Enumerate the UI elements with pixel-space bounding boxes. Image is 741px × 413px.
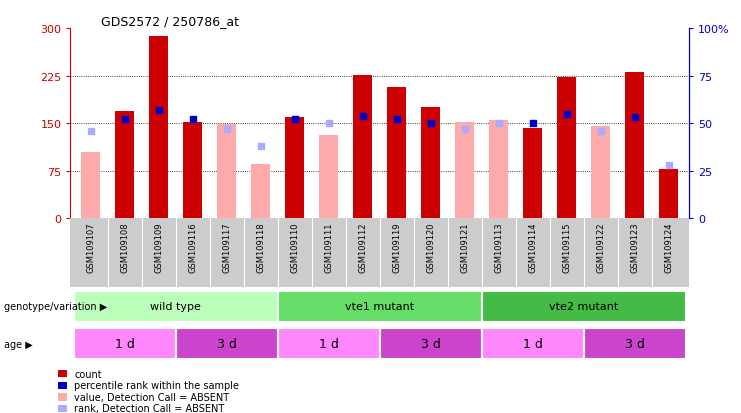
- Bar: [278, 291, 482, 323]
- Bar: [82, 152, 100, 219]
- Bar: [184, 123, 202, 219]
- Text: GSM109113: GSM109113: [494, 222, 503, 273]
- Text: vte1 mutant: vte1 mutant: [345, 301, 414, 312]
- Bar: [557, 78, 576, 219]
- Bar: [482, 291, 685, 323]
- Point: [391, 117, 402, 123]
- Text: value, Detection Call = ABSENT: value, Detection Call = ABSENT: [74, 392, 229, 402]
- Bar: [74, 291, 278, 323]
- Point: [662, 162, 674, 169]
- Bar: [176, 328, 278, 360]
- Text: GSM109119: GSM109119: [392, 222, 402, 273]
- Text: GSM109120: GSM109120: [426, 222, 435, 273]
- Text: GSM109118: GSM109118: [256, 222, 265, 273]
- Text: GSM109116: GSM109116: [188, 222, 197, 273]
- Text: GSM109109: GSM109109: [154, 222, 163, 273]
- Text: GDS2572 / 250786_at: GDS2572 / 250786_at: [102, 15, 239, 28]
- Text: 1 d: 1 d: [523, 337, 542, 350]
- Point: [357, 113, 369, 120]
- Text: rank, Detection Call = ABSENT: rank, Detection Call = ABSENT: [74, 404, 225, 413]
- Point: [119, 117, 130, 123]
- Bar: [285, 118, 304, 219]
- Text: GSM109110: GSM109110: [290, 222, 299, 273]
- Text: vte2 mutant: vte2 mutant: [549, 301, 619, 312]
- Point: [527, 121, 539, 127]
- Bar: [217, 125, 236, 219]
- Point: [493, 121, 505, 127]
- Bar: [353, 76, 372, 219]
- Bar: [659, 169, 678, 219]
- Point: [561, 111, 573, 118]
- Point: [255, 143, 267, 150]
- Bar: [278, 328, 379, 360]
- Point: [323, 121, 335, 127]
- Text: GSM109123: GSM109123: [631, 222, 639, 273]
- Bar: [74, 328, 176, 360]
- Bar: [482, 328, 584, 360]
- Bar: [584, 328, 685, 360]
- Text: GSM109107: GSM109107: [86, 222, 96, 273]
- Text: GSM109112: GSM109112: [358, 222, 368, 273]
- Text: 3 d: 3 d: [217, 337, 236, 350]
- Point: [595, 128, 607, 135]
- Bar: [456, 123, 474, 219]
- Text: 1 d: 1 d: [319, 337, 339, 350]
- Point: [629, 115, 641, 121]
- Text: age ▶: age ▶: [4, 339, 33, 349]
- Bar: [379, 328, 482, 360]
- Text: 1 d: 1 d: [115, 337, 135, 350]
- Bar: [523, 129, 542, 219]
- Text: GSM109117: GSM109117: [222, 222, 231, 273]
- Point: [221, 126, 233, 133]
- Bar: [591, 127, 610, 219]
- Text: GSM109122: GSM109122: [597, 222, 605, 273]
- Text: count: count: [74, 369, 102, 379]
- Point: [459, 126, 471, 133]
- Text: wild type: wild type: [150, 301, 202, 312]
- Bar: [388, 88, 406, 219]
- Text: GSM109121: GSM109121: [460, 222, 469, 273]
- Text: GSM109108: GSM109108: [120, 222, 129, 273]
- Bar: [251, 165, 270, 219]
- Bar: [625, 73, 644, 219]
- Point: [425, 121, 436, 127]
- Point: [187, 117, 199, 123]
- Text: GSM109114: GSM109114: [528, 222, 537, 273]
- Bar: [489, 121, 508, 219]
- Bar: [319, 135, 338, 219]
- Point: [289, 117, 301, 123]
- Bar: [422, 108, 440, 219]
- Bar: [150, 37, 168, 219]
- Text: genotype/variation ▶: genotype/variation ▶: [4, 301, 107, 312]
- Point: [85, 128, 97, 135]
- Text: GSM109115: GSM109115: [562, 222, 571, 273]
- Text: GSM109124: GSM109124: [664, 222, 674, 273]
- Bar: [116, 111, 134, 219]
- Text: percentile rank within the sample: percentile rank within the sample: [74, 380, 239, 390]
- Text: 3 d: 3 d: [421, 337, 441, 350]
- Point: [153, 107, 165, 114]
- Text: 3 d: 3 d: [625, 337, 645, 350]
- Text: GSM109111: GSM109111: [325, 222, 333, 273]
